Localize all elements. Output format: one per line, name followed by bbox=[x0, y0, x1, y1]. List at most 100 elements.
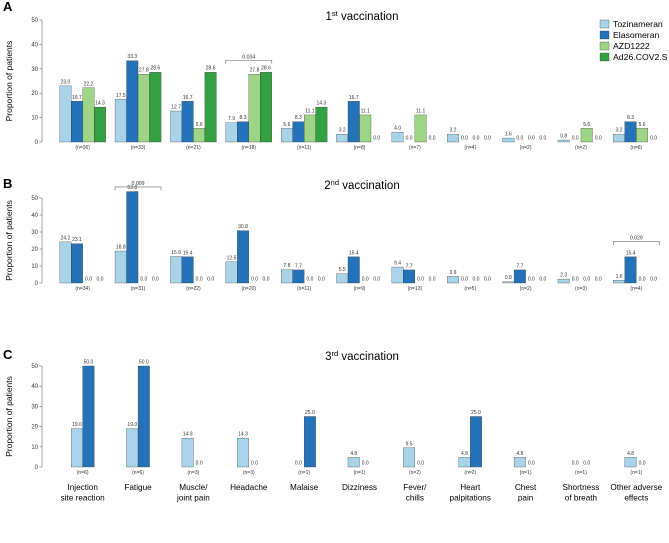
sample-size-label: (n=2) bbox=[575, 145, 587, 151]
sample-size-label: (n=33) bbox=[131, 145, 146, 151]
bar-tozinameran bbox=[59, 85, 72, 143]
bar-azd1222 bbox=[359, 114, 372, 143]
bar-value-label: 14.3 bbox=[183, 432, 193, 438]
bar-value-label: 19.0 bbox=[72, 422, 82, 428]
panel-title-superscript: st bbox=[332, 9, 339, 18]
sample-size-label: (n=21) bbox=[186, 145, 201, 151]
bar-value-label: 27.8 bbox=[250, 68, 260, 74]
legend-swatch bbox=[599, 19, 610, 29]
bar-value-label: 17.5 bbox=[116, 93, 126, 99]
sample-size-label: (n=6) bbox=[132, 470, 144, 476]
bar-value-label: 0.0 bbox=[373, 277, 380, 283]
sample-size-label: (n=2) bbox=[464, 470, 476, 476]
bar-value-label: 9.4 bbox=[394, 261, 401, 267]
bar-ad26-cov2-s bbox=[149, 72, 162, 143]
sample-size-label: (n=22) bbox=[186, 286, 201, 292]
bar-azd1222 bbox=[636, 128, 648, 143]
bar-value-label: 50.0 bbox=[139, 360, 149, 366]
bar-tozinameran bbox=[280, 269, 293, 284]
panel-title-superscript: nd bbox=[331, 178, 339, 187]
bar-tozinameran bbox=[225, 122, 238, 143]
p-value-label: 0.034 bbox=[242, 54, 255, 60]
y-tick-label: 10 bbox=[31, 445, 38, 451]
sample-size-label: (n=1) bbox=[298, 470, 310, 476]
legend-label: Ad26.COV2.S bbox=[613, 52, 668, 62]
panel-letter: B bbox=[3, 176, 12, 191]
bar-value-label: 15.4 bbox=[183, 250, 193, 256]
bar-elasomeran bbox=[237, 230, 249, 284]
bar-elasomeran bbox=[71, 101, 83, 143]
bar-value-label: 19.0 bbox=[127, 422, 137, 428]
bar-tozinameran bbox=[613, 280, 625, 284]
y-axis-label: Proportion of patients bbox=[4, 376, 14, 457]
sample-size-label: (n=4) bbox=[464, 145, 476, 151]
bar-value-label: 0.0 bbox=[306, 277, 313, 283]
panel-title-number: 1 bbox=[326, 11, 332, 23]
category-label: palpitations bbox=[450, 494, 491, 503]
bar-tozinameran bbox=[71, 428, 83, 468]
bar-value-label: 0.0 bbox=[583, 277, 590, 283]
bar-azd1222 bbox=[248, 74, 261, 143]
bar-value-label: 27.8 bbox=[139, 68, 149, 74]
bar-elasomeran bbox=[181, 256, 194, 284]
bar-value-label: 23.1 bbox=[72, 237, 82, 243]
bar-value-label: 3.2 bbox=[450, 128, 457, 134]
bar-tozinameran bbox=[114, 99, 127, 143]
bar-elasomeran bbox=[347, 256, 360, 284]
category-label: joint pain bbox=[176, 494, 210, 503]
sample-size-label: (n=1) bbox=[575, 470, 587, 476]
bar-value-label: 7.7 bbox=[516, 263, 523, 269]
bar-value-label: 0.0 bbox=[196, 277, 203, 283]
bar-value-label: 28.6 bbox=[261, 66, 271, 72]
bar-value-label: 0.0 bbox=[639, 277, 646, 283]
bar-tozinameran bbox=[557, 139, 570, 143]
bar-value-label: 33.3 bbox=[127, 54, 137, 60]
bar-value-label: 4.8 bbox=[627, 451, 634, 457]
bar-value-label: 14.3 bbox=[238, 432, 248, 438]
bar-value-label: 9.5 bbox=[406, 441, 413, 447]
bar-value-label: 0.0 bbox=[429, 277, 436, 283]
bar-value-label: 15.4 bbox=[349, 250, 359, 256]
bar-tozinameran bbox=[114, 250, 127, 284]
bar-value-label: 0.0 bbox=[461, 277, 468, 283]
panel-title-rest: vaccination bbox=[338, 11, 399, 23]
bar-value-label: 0.0 bbox=[362, 461, 369, 467]
bar-value-label: 22.2 bbox=[84, 81, 94, 87]
bar-value-label: 0.0 bbox=[528, 461, 535, 467]
bar-value-label: 0.0 bbox=[572, 277, 579, 283]
bar-azd1222 bbox=[82, 87, 95, 143]
legend-label: AZD1222 bbox=[613, 41, 650, 51]
bar-value-label: 8.3 bbox=[240, 115, 247, 121]
p-value-label: 0.029 bbox=[630, 235, 643, 241]
legend-swatch bbox=[599, 41, 610, 51]
bar-ad26-cov2-s bbox=[315, 106, 328, 143]
bar-value-label: 24.2 bbox=[61, 235, 71, 241]
bar-value-label: 12.7 bbox=[171, 105, 181, 111]
bar-azd1222 bbox=[303, 114, 316, 143]
category-label: Shortness bbox=[563, 483, 600, 492]
category-label: pain bbox=[518, 494, 534, 503]
bar-elasomeran bbox=[292, 121, 305, 143]
bar-value-label: 4.8 bbox=[350, 451, 357, 457]
bar-value-label: 0.0 bbox=[583, 461, 590, 467]
panel-title-number: 3 bbox=[325, 351, 331, 363]
sample-size-label: (n=9) bbox=[354, 286, 366, 292]
bar-azd1222 bbox=[193, 128, 206, 143]
bar-tozinameran bbox=[391, 266, 404, 284]
panel-title-number: 2 bbox=[324, 180, 330, 192]
bar-value-label: 7.7 bbox=[295, 263, 302, 269]
bar-value-label: 14.3 bbox=[317, 101, 327, 107]
significance-bracket bbox=[114, 186, 162, 191]
category-label: Muscle/ bbox=[179, 483, 208, 492]
y-tick-label: 20 bbox=[31, 91, 38, 97]
bar-value-label: 4.8 bbox=[461, 451, 468, 457]
bar-value-label: 0.0 bbox=[373, 136, 380, 142]
bar-value-label: 28.6 bbox=[206, 66, 216, 72]
bar-value-label: 0.0 bbox=[152, 277, 159, 283]
sample-size-label: (n=2) bbox=[409, 470, 421, 476]
bar-value-label: 8.3 bbox=[295, 115, 302, 121]
category-label: Other adverse bbox=[610, 483, 662, 492]
bar-value-label: 3.9 bbox=[450, 270, 457, 276]
bar-value-label: 0.0 bbox=[429, 136, 436, 142]
bar-value-label: 11.1 bbox=[416, 108, 426, 114]
